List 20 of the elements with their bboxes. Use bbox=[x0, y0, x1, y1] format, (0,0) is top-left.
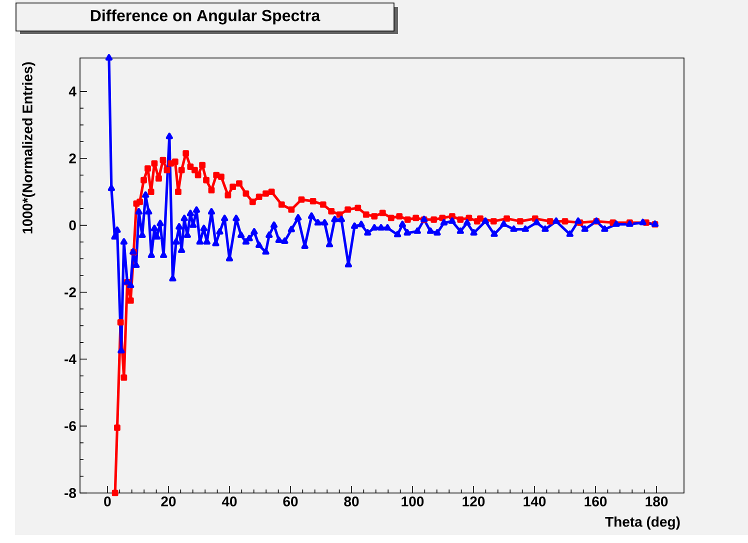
y-tick-label: -4 bbox=[64, 354, 76, 364]
x-axis-title: Theta (deg) bbox=[605, 516, 680, 530]
y-axis-title: 1000*(Normalized Entries) bbox=[22, 62, 36, 234]
y-tick-label: -6 bbox=[64, 421, 76, 432]
x-tick-label: 160 bbox=[584, 496, 607, 506]
x-tick-label: 120 bbox=[462, 496, 485, 506]
y-tick-label: 0 bbox=[69, 220, 76, 230]
x-tick-label: 0 bbox=[104, 496, 111, 506]
chart-title: Difference on Angular Spectra bbox=[90, 10, 320, 24]
x-tick-label: 100 bbox=[402, 496, 424, 506]
x-tick-label: 40 bbox=[222, 496, 237, 506]
x-tick-label: 60 bbox=[283, 496, 298, 506]
y-tick-label: 2 bbox=[69, 153, 76, 164]
x-tick-label: 140 bbox=[524, 496, 546, 506]
x-tick-label: 80 bbox=[344, 496, 359, 506]
x-tick-label: 180 bbox=[646, 496, 668, 506]
y-tick-label: -8 bbox=[64, 488, 76, 498]
y-tick-label: -2 bbox=[64, 287, 76, 298]
y-tick-label: 4 bbox=[68, 86, 76, 96]
x-tick-label: 20 bbox=[161, 496, 176, 506]
